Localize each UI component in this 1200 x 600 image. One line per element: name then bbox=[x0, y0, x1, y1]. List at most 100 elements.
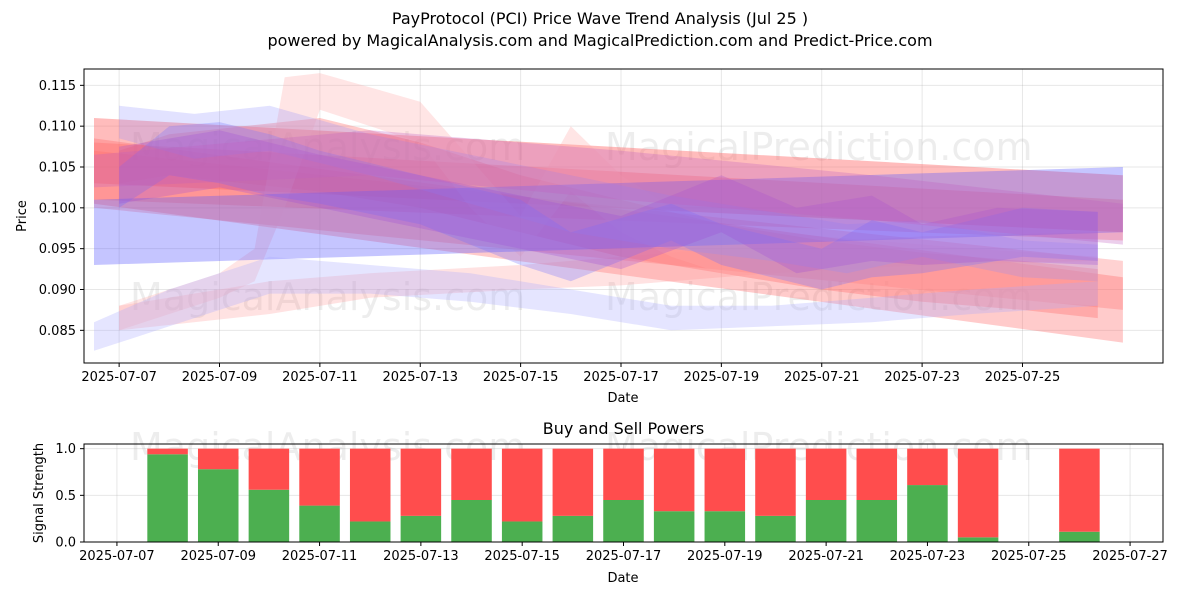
x-tick-label: 2025-07-21 bbox=[788, 549, 864, 564]
buy-bar bbox=[197, 469, 239, 542]
buy-bar bbox=[957, 537, 999, 542]
top-y-axis: 0.085 0.090 0.095 0.100 0.105 0.110 0.115 bbox=[39, 79, 84, 339]
buy-bar bbox=[1059, 531, 1100, 542]
buy-bar bbox=[907, 485, 948, 542]
sell-bar bbox=[603, 448, 644, 500]
sell-bar bbox=[349, 448, 391, 522]
y-tick-label: 0.110 bbox=[39, 120, 76, 135]
chart-title: PayProtocol (PCI) Price Wave Trend Analy… bbox=[0, 8, 1200, 52]
buy-bar bbox=[400, 515, 442, 542]
buy-bar bbox=[603, 500, 644, 542]
top-plot-frame bbox=[83, 68, 1164, 364]
sell-bar bbox=[501, 448, 543, 522]
wave-band bbox=[119, 118, 1098, 319]
x-tick-label: 2025-07-09 bbox=[182, 370, 258, 385]
y-tick-label: 0.095 bbox=[39, 242, 76, 257]
buy-sell-bars bbox=[147, 448, 1100, 542]
x-tick-label: 2025-07-21 bbox=[784, 370, 860, 385]
x-tick-label: 2025-07-11 bbox=[282, 549, 358, 564]
bottom-x-axis: 2025-07-07 2025-07-09 2025-07-11 2025-07-13… bbox=[79, 542, 1168, 564]
wave-band bbox=[119, 73, 1098, 331]
sell-bar bbox=[957, 448, 999, 538]
sell-bar bbox=[552, 448, 594, 516]
x-tick-label: 2025-07-07 bbox=[79, 549, 155, 564]
sell-bar bbox=[755, 448, 796, 516]
buy-bar bbox=[805, 500, 847, 542]
title-line-2: powered by MagicalAnalysis.com and Magic… bbox=[267, 31, 933, 50]
buy-bar bbox=[653, 511, 695, 542]
y-tick-label: 0.5 bbox=[55, 489, 76, 504]
x-tick-label: 2025-07-27 bbox=[1092, 549, 1168, 564]
y-tick-label: 0.100 bbox=[39, 201, 76, 216]
price-wave-bands bbox=[94, 73, 1123, 351]
x-tick-label: 2025-07-15 bbox=[483, 370, 559, 385]
watermark-text: MagicalAnalysis.com bbox=[130, 275, 525, 319]
buy-bar bbox=[451, 500, 492, 542]
sell-bar bbox=[197, 448, 239, 470]
sell-bar bbox=[653, 448, 695, 512]
wave-band bbox=[94, 142, 1123, 241]
subplot-title: Buy and Sell Powers bbox=[542, 419, 705, 438]
buy-bar bbox=[704, 511, 746, 542]
buy-bar bbox=[501, 521, 543, 542]
x-tick-label: 2025-07-13 bbox=[383, 549, 459, 564]
y-tick-label: 0.085 bbox=[39, 324, 76, 339]
top-y-axis-label: Price bbox=[15, 200, 30, 232]
x-tick-label: 2025-07-07 bbox=[81, 370, 157, 385]
wave-band bbox=[119, 122, 1098, 290]
sell-bar bbox=[400, 448, 442, 516]
buy-bar bbox=[299, 505, 340, 542]
sell-bar bbox=[856, 448, 898, 500]
wave-band bbox=[94, 256, 1098, 351]
wave-band bbox=[94, 167, 1123, 265]
title-line-1: PayProtocol (PCI) Price Wave Trend Analy… bbox=[391, 9, 809, 28]
wave-band bbox=[94, 130, 1123, 245]
x-tick-label: 2025-07-13 bbox=[382, 370, 458, 385]
y-tick-label: 0.090 bbox=[39, 283, 76, 298]
bottom-y-axis-label: Signal Strength bbox=[32, 443, 47, 543]
sell-bar bbox=[805, 448, 847, 500]
top-x-axis: 2025-07-07 2025-07-09 2025-07-11 2025-07-13… bbox=[81, 363, 1060, 385]
top-x-axis-label: Date bbox=[607, 391, 638, 406]
sell-bar bbox=[704, 448, 746, 512]
sell-bar bbox=[907, 448, 948, 486]
x-tick-label: 2025-07-15 bbox=[484, 549, 560, 564]
wave-band bbox=[94, 138, 1123, 343]
x-tick-label: 2025-07-23 bbox=[890, 549, 966, 564]
watermark-text: MagicalPrediction.com bbox=[605, 275, 1033, 319]
buy-bar bbox=[856, 500, 898, 542]
y-tick-label: 1.0 bbox=[55, 442, 76, 457]
buy-bar bbox=[147, 454, 188, 542]
buy-bar bbox=[552, 515, 594, 542]
top-watermarks: MagicalAnalysis.com MagicalPrediction.com… bbox=[130, 125, 1033, 319]
sell-bar bbox=[299, 448, 340, 506]
sell-bar bbox=[1059, 448, 1100, 532]
x-tick-label: 2025-07-19 bbox=[684, 370, 760, 385]
bottom-x-axis-label: Date bbox=[607, 571, 638, 586]
x-tick-label: 2025-07-11 bbox=[282, 370, 358, 385]
bottom-y-axis: 0.0 0.5 1.0 bbox=[55, 442, 84, 551]
y-tick-label: 0.115 bbox=[39, 79, 76, 94]
y-tick-label: 0.0 bbox=[55, 536, 76, 551]
wave-band bbox=[119, 232, 1098, 331]
x-tick-label: 2025-07-17 bbox=[586, 549, 662, 564]
sell-bar bbox=[147, 448, 188, 455]
x-tick-label: 2025-07-25 bbox=[991, 549, 1067, 564]
buy-bar bbox=[755, 515, 796, 542]
x-tick-label: 2025-07-19 bbox=[687, 549, 763, 564]
wave-band bbox=[119, 105, 1098, 282]
buy-bar bbox=[349, 521, 391, 542]
wave-band bbox=[94, 118, 1123, 233]
watermark-text: MagicalAnalysis.com bbox=[130, 125, 525, 169]
y-tick-label: 0.105 bbox=[39, 161, 76, 176]
wave-band bbox=[119, 130, 1098, 274]
x-tick-label: 2025-07-09 bbox=[180, 549, 256, 564]
buy-bar bbox=[248, 489, 290, 542]
wave-band bbox=[94, 150, 1123, 310]
x-tick-label: 2025-07-25 bbox=[985, 370, 1061, 385]
sell-bar bbox=[451, 448, 492, 500]
x-tick-label: 2025-07-17 bbox=[583, 370, 659, 385]
watermark-text: MagicalPrediction.com bbox=[605, 125, 1033, 169]
top-gridlines bbox=[84, 69, 1163, 363]
